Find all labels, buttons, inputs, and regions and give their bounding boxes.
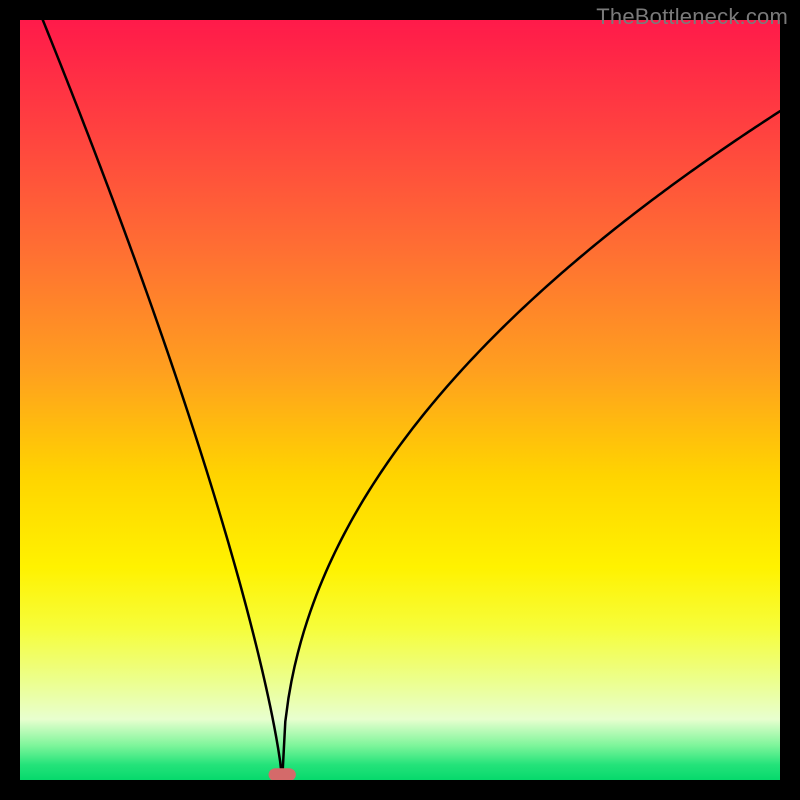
bottleneck-chart: [0, 0, 800, 800]
optimum-marker: [269, 768, 296, 781]
chart-background-gradient: [20, 20, 780, 780]
